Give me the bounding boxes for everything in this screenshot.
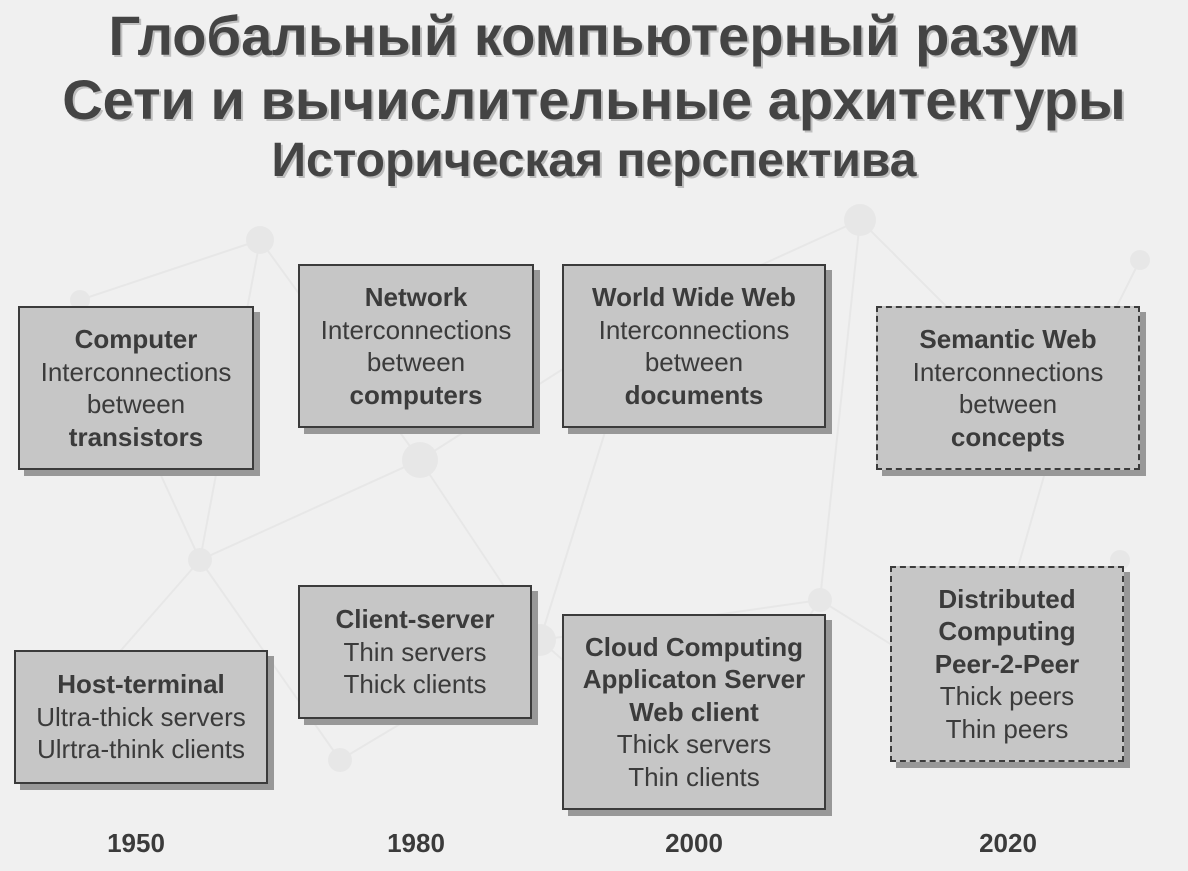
- box-title-line: Web client: [570, 696, 818, 729]
- box: NetworkInterconnectionsbetweencomputers: [298, 264, 534, 428]
- box-bold-last: concepts: [884, 421, 1132, 454]
- box-body-line: Interconnections: [26, 356, 246, 389]
- box: Cloud ComputingApplicaton ServerWeb clie…: [562, 614, 826, 810]
- box-bold-last: documents: [570, 379, 818, 412]
- year-label-2020: 2020: [948, 828, 1068, 859]
- box: Client-serverThin serversThick clients: [298, 585, 532, 719]
- box-top_box-col-2: World Wide WebInterconnectionsbetweendoc…: [562, 264, 832, 434]
- title-line-2: Сети и вычислительные архитектуры: [0, 68, 1188, 132]
- box-body-line: Ultra-thick servers: [22, 701, 260, 734]
- box-body-line: between: [884, 388, 1132, 421]
- title-line-1: Глобальный компьютерный разум: [0, 4, 1188, 68]
- year-label-1980: 1980: [356, 828, 476, 859]
- box-title: Host-terminal: [22, 668, 260, 701]
- box-bottom_box-col-3: DistributedComputingPeer-2-PeerThick pee…: [890, 566, 1130, 768]
- box-top_box-col-1: NetworkInterconnectionsbetweencomputers: [298, 264, 540, 434]
- year-label-1950: 1950: [76, 828, 196, 859]
- box-body-line: Interconnections: [306, 314, 526, 347]
- title-line-3: Историческая перспектива: [0, 133, 1188, 188]
- box-title-line: Distributed: [898, 583, 1116, 616]
- box: World Wide WebInterconnectionsbetweendoc…: [562, 264, 826, 428]
- box-title: Client-server: [306, 603, 524, 636]
- box-body-line: Thick peers: [898, 680, 1116, 713]
- box-body-line: between: [570, 346, 818, 379]
- box-title: Semantic Web: [884, 323, 1132, 356]
- box-body-line: between: [306, 346, 526, 379]
- box-body-line: Thin clients: [570, 761, 818, 794]
- box-bold-last: transistors: [26, 421, 246, 454]
- box-title-line: Applicaton Server: [570, 663, 818, 696]
- box-title-line: Peer-2-Peer: [898, 648, 1116, 681]
- title-block: Глобальный компьютерный разумСети и вычи…: [0, 4, 1188, 188]
- year-label-2000: 2000: [634, 828, 754, 859]
- box-top_box-col-0: ComputerInterconnectionsbetweentransisto…: [18, 306, 260, 476]
- box-top_box-col-3: Semantic WebInterconnectionsbetweenconce…: [876, 306, 1146, 476]
- box-title: Computer: [26, 323, 246, 356]
- box-body-line: Thick clients: [306, 668, 524, 701]
- box-title-line: Cloud Computing: [570, 631, 818, 664]
- box-body-line: between: [26, 388, 246, 421]
- box-bold-last: computers: [306, 379, 526, 412]
- box-body-line: Thin peers: [898, 713, 1116, 746]
- box-title-line: Computing: [898, 615, 1116, 648]
- box-body-line: Thick servers: [570, 728, 818, 761]
- box-body-line: Interconnections: [570, 314, 818, 347]
- box-bottom_box-col-0: Host-terminalUltra-thick serversUlrtra-t…: [14, 650, 274, 790]
- box-body-line: Interconnections: [884, 356, 1132, 389]
- box: Semantic WebInterconnectionsbetweenconce…: [876, 306, 1140, 470]
- box: DistributedComputingPeer-2-PeerThick pee…: [890, 566, 1124, 762]
- box: Host-terminalUltra-thick serversUlrtra-t…: [14, 650, 268, 784]
- box-body-line: Ulrtra-think clients: [22, 733, 260, 766]
- box-bottom_box-col-2: Cloud ComputingApplicaton ServerWeb clie…: [562, 614, 832, 816]
- box-bottom_box-col-1: Client-serverThin serversThick clients: [298, 585, 538, 725]
- box-body-line: Thin servers: [306, 636, 524, 669]
- box-title: Network: [306, 281, 526, 314]
- slide-page: Глобальный компьютерный разумСети и вычи…: [0, 0, 1188, 871]
- box: ComputerInterconnectionsbetweentransisto…: [18, 306, 254, 470]
- box-title: World Wide Web: [570, 281, 818, 314]
